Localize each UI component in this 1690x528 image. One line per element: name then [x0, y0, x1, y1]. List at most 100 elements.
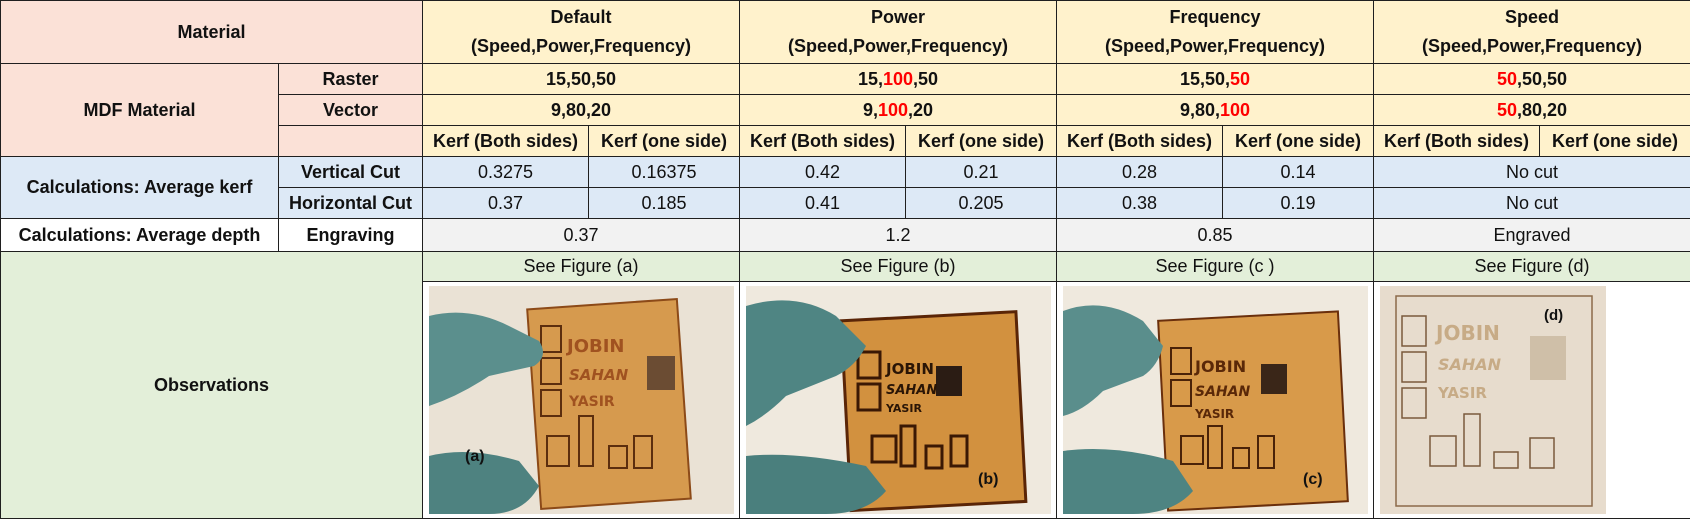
value-text: ,50,50 [1516, 68, 1568, 89]
photo-tag: (a) [465, 448, 485, 465]
value-text: ,80,20 [1516, 99, 1568, 120]
engraved-text: YASIR [885, 402, 922, 415]
horizontal-cut-row: Horizontal Cut 0.37 0.185 0.41 0.205 0.3… [1, 187, 1690, 219]
col-title: Power [870, 7, 926, 27]
raster-power: 15,100,50 [739, 63, 1057, 95]
vector-default: 9,80,20 [422, 94, 740, 126]
kerf-value: 0.42 [739, 156, 906, 188]
engraved-text: JOBIN [565, 336, 624, 357]
col-header-power: Power (Speed,Power,Frequency) [739, 0, 1057, 64]
horizontal-cut-label: Horizontal Cut [278, 187, 423, 219]
photo-a: JOBIN SAHAN YASIR (a) [429, 286, 734, 514]
kerf-value: 0.21 [905, 156, 1057, 188]
photo-cell-c: JOBIN SAHAN YASIR (c) [1056, 281, 1374, 519]
changed-value: 100 [1220, 99, 1251, 120]
kerf-value: 0.185 [588, 187, 740, 219]
vector-power: 9,100,20 [739, 94, 1057, 126]
changed-value: 100 [882, 68, 914, 89]
figure-ref-row: Observations See Figure (a) See Figure (… [0, 251, 1690, 519]
kerf-both-header: Kerf (Both sides) [422, 125, 589, 157]
vector-speed: 50,80,20 [1373, 94, 1690, 126]
kerf-value: 0.28 [1056, 156, 1223, 188]
col-title: Speed [1504, 7, 1560, 27]
col-title: Frequency [1169, 7, 1261, 27]
figure-ref: See Figure (d) [1373, 251, 1690, 282]
mdf-material-label: MDF Material [0, 63, 279, 157]
kerf-value: 0.205 [905, 187, 1057, 219]
raster-frequency: 15,50,50 [1056, 63, 1374, 95]
kerf-value: 0.41 [739, 187, 906, 219]
engraved-text: SAHAN [1438, 355, 1502, 374]
kerf-both-header: Kerf (Both sides) [1373, 125, 1540, 157]
kerf-value: 0.3275 [422, 156, 589, 188]
kerf-value: 0.37 [422, 187, 589, 219]
figure-ref: See Figure (c ) [1056, 251, 1374, 282]
col-header-default: Default (Speed,Power,Frequency) [422, 0, 740, 64]
depth-value: 0.37 [422, 218, 740, 252]
value-text: 15,50, [1179, 68, 1230, 89]
kerf-value: 0.38 [1056, 187, 1223, 219]
raster-label: Raster [278, 63, 423, 95]
kerf-one-header: Kerf (one side) [1222, 125, 1374, 157]
kerf-value: 0.16375 [588, 156, 740, 188]
vector-row: Vector 9,80,20 9,100,20 9,80,100 50,80,2… [1, 94, 1690, 126]
photo-b: JOBIN SAHAN YASIR (b) [746, 286, 1051, 514]
engraved-text: YASIR [1194, 407, 1234, 421]
value-text: 9,80,20 [550, 99, 612, 120]
kerf-header-row: Kerf (Both sides) Kerf (one side) Kerf (… [1, 125, 1690, 157]
kerf-one-header: Kerf (one side) [1539, 125, 1690, 157]
depth-value: 1.2 [739, 218, 1057, 252]
photo-cell-d: JOBIN SAHAN YASIR (d) [1373, 281, 1690, 519]
value-text: 9, [862, 99, 878, 120]
value-text: 9,80, [1179, 99, 1220, 120]
photo-c: JOBIN SAHAN YASIR (c) [1063, 286, 1368, 514]
vertical-cut-row: Calculations: Average kerf Vertical Cut … [0, 156, 1690, 219]
photo-tag: (c) [1303, 471, 1323, 488]
photo-cell-a: JOBIN SAHAN YASIR (a) [422, 281, 740, 519]
raster-speed: 50,50,50 [1373, 63, 1690, 95]
vector-label: Vector [278, 94, 423, 126]
depth-value: Engraved [1373, 218, 1690, 252]
figure-ref: See Figure (b) [739, 251, 1057, 282]
engraved-text: JOBIN [885, 360, 934, 378]
header-row: Material Default (Speed,Power,Frequency)… [0, 0, 1690, 64]
figure-ref: See Figure (a) [422, 251, 740, 282]
value-text: 15,50,50 [545, 68, 617, 89]
kerf-one-header: Kerf (one side) [588, 125, 740, 157]
photo-row: JOBIN SAHAN YASIR (a) [1, 281, 1690, 519]
col-title: Default [550, 7, 612, 27]
photo-d: JOBIN SAHAN YASIR (d) [1380, 286, 1606, 514]
value-text: 15, [857, 68, 883, 89]
col-subtitle: (Speed,Power,Frequency) [1104, 36, 1326, 56]
col-subtitle: (Speed,Power,Frequency) [787, 36, 1009, 56]
raster-default: 15,50,50 [422, 63, 740, 95]
vector-frequency: 9,80,100 [1056, 94, 1374, 126]
photo-cell-b: JOBIN SAHAN YASIR (b) [739, 281, 1057, 519]
col-header-speed: Speed (Speed,Power,Frequency) [1373, 0, 1690, 64]
depth-value: 0.85 [1056, 218, 1374, 252]
col-header-frequency: Frequency (Speed,Power,Frequency) [1056, 0, 1374, 64]
raster-row: MDF Material Raster 15,50,50 15,100,50 1… [0, 63, 1690, 157]
engraved-text: SAHAN [886, 383, 937, 398]
no-cut-value: No cut [1373, 156, 1690, 188]
engraving-label: Engraving [278, 218, 423, 252]
photo-tag: (d) [1544, 307, 1563, 324]
kerf-value: 0.19 [1222, 187, 1374, 219]
changed-value: 50 [1496, 99, 1517, 120]
changed-value: 50 [1496, 68, 1517, 89]
vertical-cut-label: Vertical Cut [278, 156, 423, 188]
col-subtitle: (Speed,Power,Frequency) [470, 36, 692, 56]
engraved-text: YASIR [568, 394, 615, 410]
average-depth-label: Calculations: Average depth [0, 218, 279, 252]
empty-cell [278, 125, 423, 157]
engraved-text: SAHAN [1195, 384, 1250, 400]
changed-value: 50 [1230, 68, 1251, 89]
changed-value: 100 [877, 99, 909, 120]
engraved-text: SAHAN [569, 366, 629, 384]
depth-row: Calculations: Average depth Engraving 0.… [0, 218, 1690, 252]
engraved-text: YASIR [1437, 384, 1487, 402]
kerf-value: 0.14 [1222, 156, 1374, 188]
observations-label: Observations [0, 251, 423, 519]
no-cut-value: No cut [1373, 187, 1690, 219]
